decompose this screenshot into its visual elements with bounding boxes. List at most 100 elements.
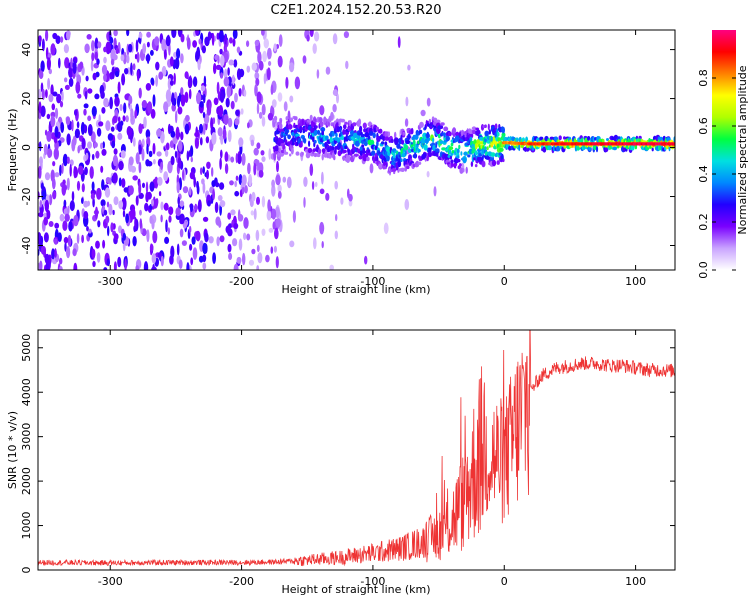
heatmap-cell xyxy=(230,100,235,110)
heatmap-cell xyxy=(250,139,255,147)
heatmap-signal-cell xyxy=(414,134,419,140)
heatmap-cell xyxy=(150,108,156,119)
heatmap-cell xyxy=(165,219,168,233)
heatmap-cell xyxy=(239,68,245,78)
heatmap-cell xyxy=(48,221,54,227)
heatmap-cell xyxy=(203,113,210,125)
heatmap-cell xyxy=(270,246,274,254)
heatmap-cell xyxy=(138,161,142,174)
heatmap-signal-cell xyxy=(340,118,346,123)
heatmap-cell xyxy=(167,227,171,235)
heatmap-cell xyxy=(67,234,72,247)
heatmap-cell xyxy=(98,121,104,127)
heatmap-cell xyxy=(178,259,183,270)
heatmap-cell xyxy=(54,107,59,119)
heatmap-cell xyxy=(316,69,320,79)
heatmap-signal-cell xyxy=(400,158,403,163)
heatmap-signal-core xyxy=(672,142,675,146)
heatmap-cell xyxy=(65,116,71,126)
heatmap-cell xyxy=(64,84,70,90)
heatmap-cell xyxy=(137,37,142,44)
heatmap-cell xyxy=(196,184,200,195)
heatmap-cell xyxy=(197,59,201,71)
heatmap-cell xyxy=(198,255,204,263)
heatmap-cell xyxy=(220,149,223,159)
heatmap-cell xyxy=(113,148,118,155)
heatmap-cell xyxy=(87,124,93,136)
heatmap-signal-cell xyxy=(383,161,387,166)
heatmap-cell xyxy=(90,193,95,200)
heatmap-signal-cell xyxy=(449,155,452,160)
heatmap-signal-cell xyxy=(407,148,413,153)
heatmap-cell xyxy=(226,85,231,99)
heatmap-cell xyxy=(211,167,214,177)
heatmap-cell xyxy=(306,34,310,42)
heatmap-signal-cell xyxy=(385,154,390,162)
heatmap-cell xyxy=(256,91,262,104)
heatmap-cell xyxy=(343,31,349,39)
heatmap-signal-cell xyxy=(295,151,300,156)
heatmap-cell xyxy=(247,162,251,175)
heatmap-signal-cell xyxy=(459,163,462,167)
heatmap-cell xyxy=(72,61,77,74)
heatmap-cell xyxy=(146,41,150,48)
heatmap-cell xyxy=(165,142,170,151)
heatmap-signal-cell xyxy=(333,155,336,161)
heatmap-signal-cell xyxy=(312,148,316,153)
heatmap-cell xyxy=(170,130,176,138)
heatmap-cell xyxy=(145,129,151,139)
heatmap-signal-cell xyxy=(470,161,474,168)
heatmap-cell xyxy=(218,105,224,117)
heatmap-signal-cell xyxy=(486,146,489,151)
heatmap-signal-cell xyxy=(367,149,371,154)
colorbar-tick-label: 0.0 xyxy=(697,261,710,279)
heatmap-cell xyxy=(271,99,277,108)
heatmap-signal-cell xyxy=(484,124,487,128)
heatmap-cell xyxy=(336,93,339,104)
heatmap-cell xyxy=(45,89,48,99)
heatmap-cell xyxy=(136,51,140,63)
heatmap-signal-cell xyxy=(498,152,503,156)
colorbar-title: Normalized spectral amplitude xyxy=(736,65,749,234)
heatmap-cell xyxy=(51,248,55,260)
y-tick-label: 4000 xyxy=(20,378,33,406)
heatmap-cell xyxy=(254,72,260,80)
heatmap-signal-cell xyxy=(431,137,435,143)
heatmap-cell xyxy=(114,96,120,107)
heatmap-cell xyxy=(289,240,295,248)
heatmap-cell xyxy=(56,93,62,104)
heatmap-cell xyxy=(90,59,94,72)
heatmap-cell xyxy=(74,128,80,139)
heatmap-signal-cell xyxy=(287,124,293,130)
heatmap-cell xyxy=(232,30,238,40)
heatmap-cell xyxy=(261,116,266,127)
heatmap-cell xyxy=(126,126,132,137)
heatmap-cell xyxy=(202,262,207,270)
heatmap-cell xyxy=(54,238,58,245)
heatmap-signal-cell xyxy=(353,153,359,157)
heatmap-cell xyxy=(216,236,220,247)
heatmap-cell xyxy=(160,201,164,211)
heatmap-signal-cell xyxy=(417,140,420,145)
heatmap-cell xyxy=(237,153,242,165)
heatmap-cell xyxy=(109,36,114,45)
heatmap-cell xyxy=(201,45,206,54)
heatmap-cell xyxy=(223,76,230,87)
heatmap-cell xyxy=(112,172,118,184)
heatmap-signal-cell xyxy=(305,152,311,159)
heatmap-cell xyxy=(241,186,245,195)
heatmap-cell xyxy=(256,142,261,149)
heatmap-signal-cell xyxy=(344,145,348,149)
heatmap-cell xyxy=(383,222,389,235)
heatmap-cell xyxy=(199,167,203,175)
heatmap-cell xyxy=(242,252,246,266)
heatmap-cell xyxy=(196,92,202,105)
heatmap-cell xyxy=(40,235,44,245)
heatmap-frame xyxy=(37,29,676,271)
heatmap-signal-cell xyxy=(443,126,449,132)
heatmap-cell xyxy=(261,156,266,163)
heatmap-cell xyxy=(164,236,170,244)
heatmap-cell xyxy=(53,147,59,160)
heatmap-cell xyxy=(258,60,264,71)
heatmap-cell xyxy=(227,212,232,220)
